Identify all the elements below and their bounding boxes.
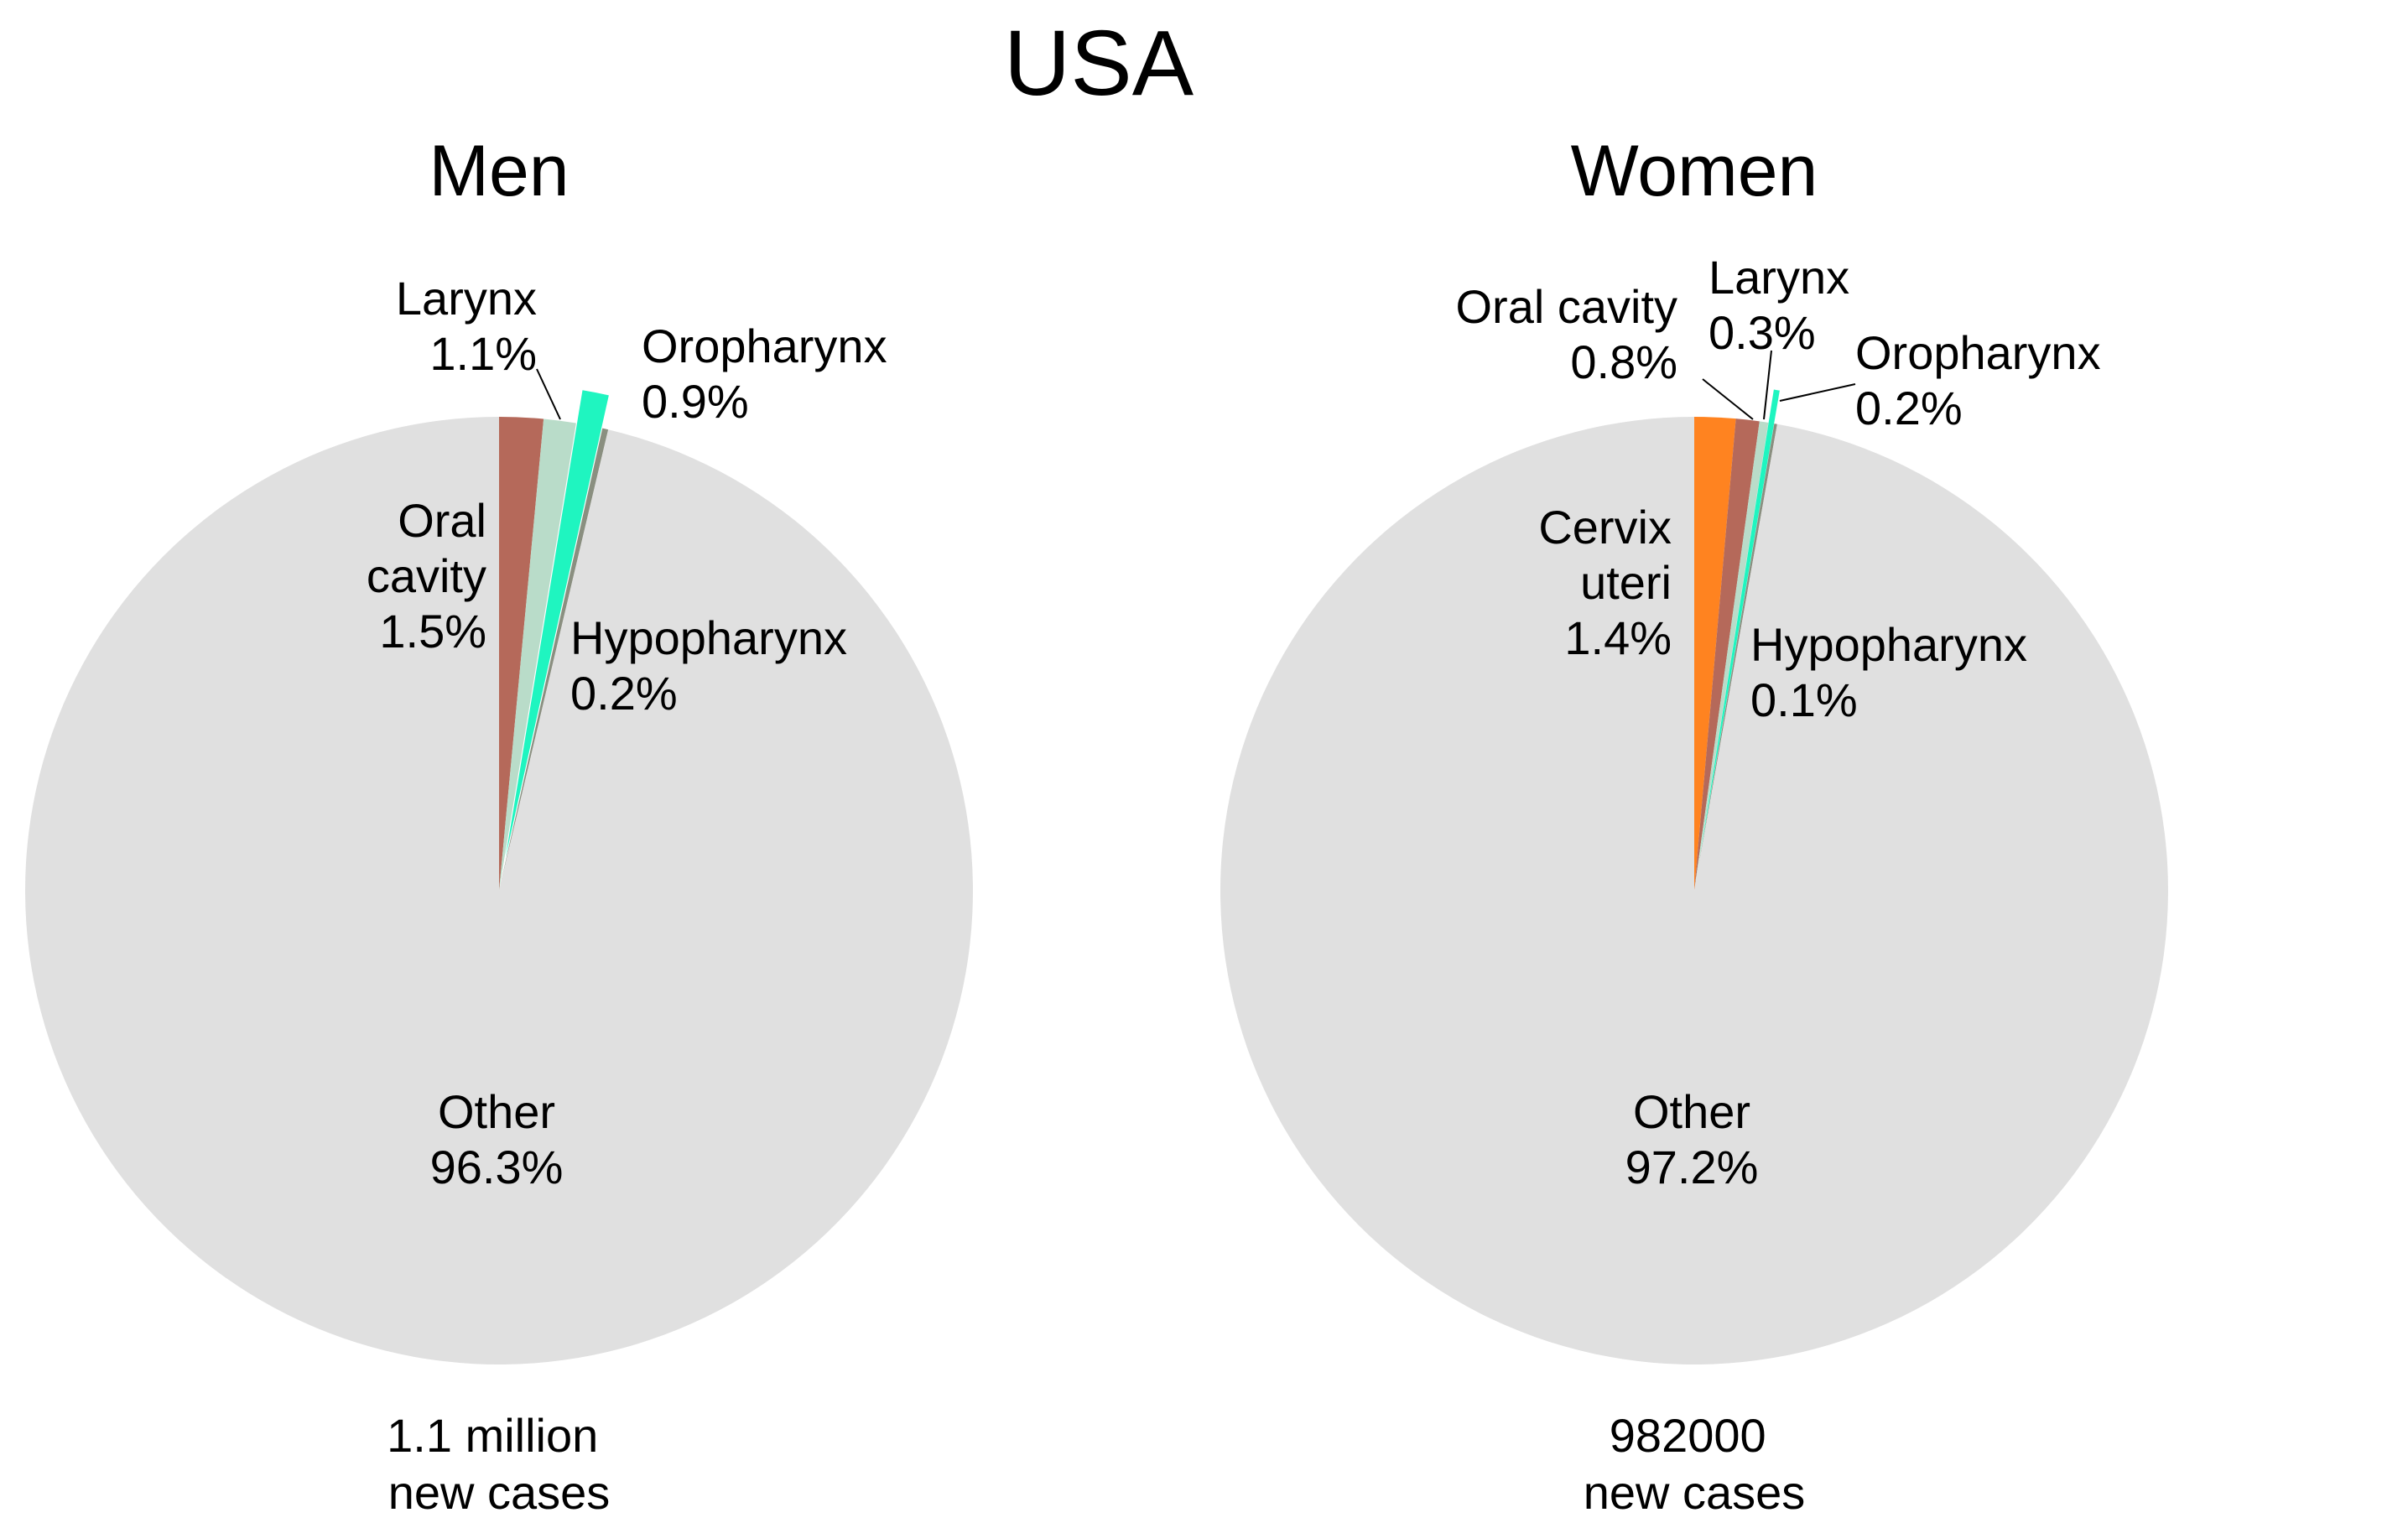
pie-women-labels: Cervix uteri 1.4% Oral cavity 0.8% Larynx 0.3%… [1456,251,2101,1193]
pie-men-total: 1.1 million new cases [387,1409,611,1519]
pie-men-slice-larynx [499,418,576,891]
pie-women-leader-oropharynx [1779,383,1856,402]
pie-men-leader-lines [536,368,561,420]
pie-men-label-hypopharynx: Hypopharynx 0.2% [570,611,847,720]
pie-women-slice-other [1220,417,2168,1364]
pie-women-slice-hypopharynx [1694,424,1777,891]
pie-women-slice-cervix-uteri [1694,417,1736,891]
pie-men-slice-other [24,417,974,1364]
pie-women-total: 982000 new cases [1584,1409,1806,1519]
pie-men-label-larynx: Larynx 1.1% [396,272,537,380]
pie-women-label-hypopharynx: Hypopharynx 0.1% [1750,618,2027,726]
pie-women-leader-lines [1702,350,1856,420]
pie-women-leader-larynx [1763,350,1772,420]
pie-men-slice-hypopharynx [499,428,609,891]
figure-title: USA [1004,12,1194,115]
pie-men-slices [24,390,974,1364]
pie-women-label-cervix-uteri: Cervix uteri 1.4% [1538,501,1672,664]
pie-men: Men Oral cavity 1.5% Larynx 1.1% Oropharynx 0.… [24,131,974,1519]
pie-men-labels: Oral cavity 1.5% Larynx 1.1% Oropharynx 0.9% Hy… [367,272,887,1193]
pie-women-label-oropharynx: Oropharynx 0.2% [1855,326,2101,434]
pie-women-label-larynx: Larynx 0.3% [1708,251,1849,359]
pie-women-slice-oral-cavity [1694,418,1760,891]
pie-women: Women Cervix uteri 1.4% Oral cavity 0.8% Lary… [1220,131,2168,1519]
pie-men-slice-oropharynx [505,390,609,858]
pie-women-slice-larynx [1694,421,1769,891]
pie-women-label-oral-cavity: Oral cavity 0.8% [1456,280,1678,388]
pie-men-leader-larynx [536,368,561,420]
pie-men-slice-oral-cavity [499,417,544,891]
pie-women-slice-oropharynx [1699,389,1780,858]
pie-men-label-oral-cavity: Oral cavity 1.5% [367,494,486,658]
pie-men-label-other: Other 96.3% [430,1085,564,1193]
pie-women-slices [1220,389,2168,1364]
pie-women-label-other: Other 97.2% [1625,1085,1759,1193]
pie-men-label-oropharynx: Oropharynx 0.9% [642,320,887,428]
pie-title-men: Men [429,131,569,211]
pie-women-leader-oral-cavity [1702,378,1754,420]
pie-title-women: Women [1571,131,1818,211]
